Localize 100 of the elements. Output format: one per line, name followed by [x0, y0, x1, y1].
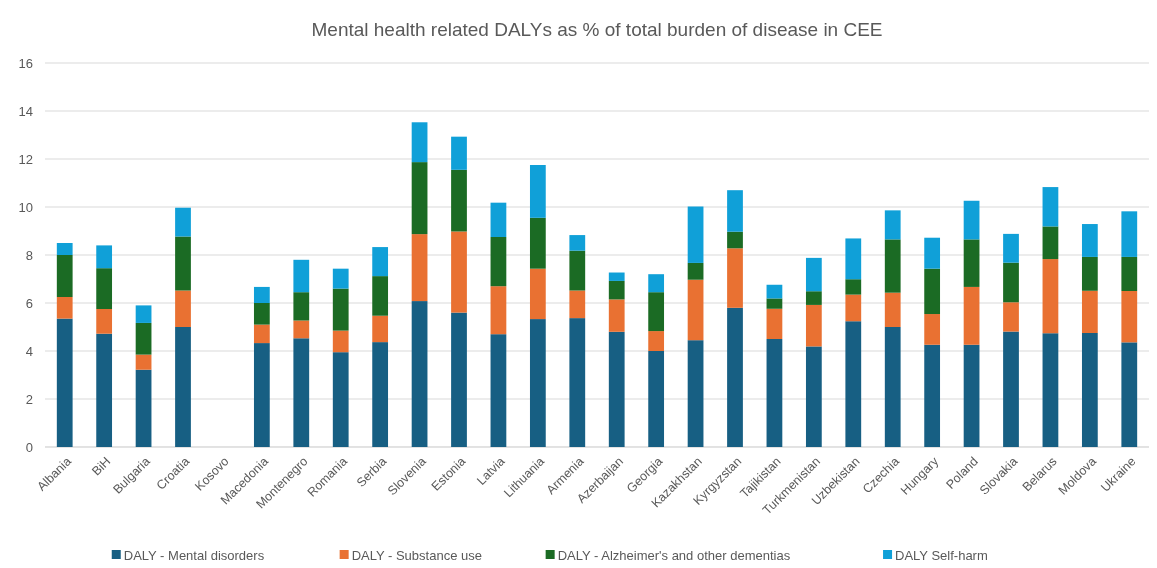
legend-label: DALY - Mental disorders	[123, 548, 265, 563]
bar	[332, 288, 349, 331]
bar	[608, 331, 625, 447]
bar	[529, 165, 546, 218]
legend-label: DALY - Substance use	[351, 548, 482, 563]
bar	[253, 343, 270, 447]
y-tick-label: 4	[25, 343, 33, 359]
y-tick-label: 14	[18, 103, 33, 119]
bar	[135, 369, 152, 447]
bar	[96, 268, 113, 309]
bar	[1121, 291, 1138, 343]
bar	[687, 206, 704, 263]
bar	[648, 274, 665, 293]
bar	[372, 247, 389, 277]
y-tick-label: 10	[18, 199, 33, 215]
bar	[332, 268, 349, 289]
legend-label: DALY - Alzheimer's and other dementias	[557, 548, 791, 563]
bar	[490, 286, 507, 335]
bar	[253, 324, 270, 344]
y-tick-label: 0	[25, 439, 33, 455]
bar	[766, 284, 783, 299]
bar	[175, 327, 191, 447]
bar	[1081, 224, 1098, 257]
bar	[845, 279, 862, 295]
bar	[924, 268, 941, 315]
bar	[451, 136, 467, 170]
bar	[648, 331, 665, 351]
bar	[96, 309, 113, 334]
bar	[884, 239, 901, 293]
bar	[1003, 331, 1019, 447]
bar	[253, 286, 270, 303]
bar	[963, 344, 980, 447]
bar	[648, 292, 665, 332]
bar	[1042, 259, 1059, 334]
bar	[451, 231, 467, 313]
bar	[963, 200, 980, 240]
bar	[529, 217, 546, 269]
bar	[727, 248, 743, 308]
y-tick-label: 16	[18, 55, 33, 71]
y-tick-label: 2	[25, 391, 33, 407]
bar	[529, 268, 546, 320]
bar	[569, 250, 586, 291]
bar	[727, 231, 743, 249]
bar	[884, 327, 901, 447]
bar	[845, 238, 862, 280]
y-tick-label: 8	[25, 247, 33, 263]
bar	[687, 340, 704, 447]
bar	[766, 298, 783, 309]
bar	[96, 333, 113, 447]
bar	[253, 303, 270, 325]
bar	[805, 304, 822, 347]
bar	[135, 322, 152, 355]
bar	[924, 237, 941, 269]
bar	[411, 122, 428, 163]
bar	[135, 305, 152, 323]
bar	[608, 299, 625, 332]
bar	[569, 318, 586, 447]
bar	[293, 338, 310, 447]
bar	[490, 334, 507, 447]
bar	[451, 312, 467, 447]
bar	[1121, 256, 1138, 291]
bar	[766, 308, 783, 339]
bar	[411, 234, 428, 302]
bar	[175, 207, 191, 237]
bar	[372, 315, 389, 343]
bar	[175, 290, 191, 327]
bar	[135, 354, 152, 370]
bar	[766, 339, 783, 447]
bar	[569, 235, 586, 251]
bar	[924, 314, 941, 345]
bar	[529, 319, 546, 447]
y-tick-label: 12	[18, 151, 33, 167]
bar	[1081, 256, 1098, 291]
bar	[490, 202, 507, 237]
bar	[608, 280, 625, 300]
bar	[727, 307, 743, 447]
bar	[1081, 290, 1098, 333]
bar	[1121, 342, 1138, 447]
bar	[1003, 302, 1019, 332]
bar	[845, 294, 862, 322]
bar	[1042, 226, 1059, 260]
bar	[884, 210, 901, 240]
bar	[293, 320, 310, 339]
y-tick-label: 6	[25, 295, 33, 311]
bar	[490, 237, 507, 287]
bar	[56, 297, 73, 319]
bar	[569, 290, 586, 319]
bar	[56, 255, 73, 297]
bar	[411, 162, 428, 235]
bar	[1042, 187, 1059, 227]
bar	[805, 257, 822, 292]
bar	[608, 272, 625, 281]
bar	[805, 291, 822, 305]
bar	[1121, 211, 1138, 257]
bar	[963, 286, 980, 345]
bar	[687, 279, 704, 341]
bar	[1042, 333, 1059, 447]
legend-label: DALY Self-harm	[895, 548, 988, 563]
bar	[1003, 262, 1019, 303]
bar	[332, 352, 349, 447]
